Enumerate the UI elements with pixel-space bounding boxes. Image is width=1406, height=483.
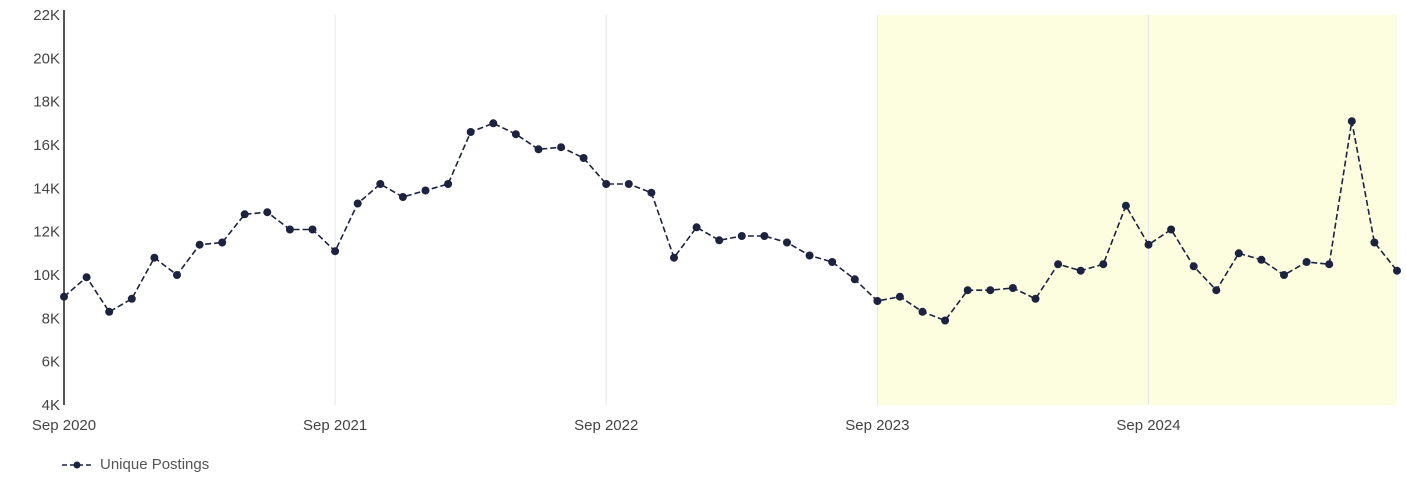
x-tick-label: Sep 2024	[1116, 417, 1180, 434]
y-tick-label: 20K	[33, 50, 60, 67]
data-point[interactable]	[421, 186, 430, 195]
data-point[interactable]	[376, 180, 385, 188]
data-point[interactable]	[1234, 249, 1243, 258]
data-point[interactable]	[534, 145, 543, 154]
y-tick-label: 22K	[33, 7, 60, 24]
data-point[interactable]	[466, 128, 475, 136]
y-tick-label: 16K	[33, 137, 60, 154]
data-point[interactable]	[285, 225, 294, 234]
y-tick-label: 6K	[42, 354, 60, 371]
data-point[interactable]	[173, 271, 181, 279]
data-point[interactable]	[1167, 225, 1176, 234]
legend-label: Unique Postings	[100, 456, 210, 473]
y-tick-label: 12K	[33, 224, 60, 241]
data-point[interactable]	[1280, 271, 1288, 279]
data-point[interactable]	[60, 292, 68, 301]
x-axis-ticks: Sep 2020 Sep 2021 Sep 2022 Sep 2023 Sep 2024	[32, 417, 1181, 434]
y-tick-label: 4K	[42, 397, 60, 414]
data-point[interactable]	[624, 180, 633, 188]
data-point[interactable]	[444, 180, 453, 188]
data-point[interactable]	[195, 240, 204, 249]
data-point[interactable]	[828, 258, 837, 266]
y-tick-label: 8K	[42, 310, 60, 327]
x-tick-label: Sep 2021	[303, 417, 367, 434]
data-point[interactable]	[737, 232, 746, 240]
y-tick-label: 18K	[33, 94, 60, 111]
legend-swatch-icon	[62, 461, 92, 468]
data-point[interactable]	[715, 236, 724, 245]
data-point[interactable]	[82, 273, 91, 282]
data-point[interactable]	[218, 238, 227, 247]
series-line-unique-postings	[63, 121, 1398, 322]
data-point[interactable]	[1144, 240, 1153, 249]
data-point[interactable]	[489, 119, 498, 128]
y-tick-label: 14K	[33, 180, 60, 197]
data-point[interactable]	[150, 253, 159, 262]
data-point[interactable]	[1393, 266, 1401, 275]
data-point[interactable]	[263, 208, 272, 217]
data-point[interactable]	[331, 247, 340, 256]
data-point[interactable]	[579, 154, 588, 162]
data-point[interactable]	[1076, 266, 1085, 275]
data-point[interactable]	[760, 232, 769, 240]
data-point[interactable]	[986, 286, 995, 295]
data-point[interactable]	[805, 251, 814, 260]
x-tick-label: Sep 2020	[32, 417, 96, 434]
data-point[interactable]	[105, 307, 114, 316]
data-point[interactable]	[670, 253, 678, 262]
data-point[interactable]	[918, 307, 927, 316]
data-point[interactable]	[1054, 260, 1063, 269]
data-point[interactable]	[1212, 286, 1221, 295]
data-point[interactable]	[308, 225, 317, 234]
data-point[interactable]	[1121, 201, 1130, 210]
data-point[interactable]	[1370, 238, 1379, 247]
data-point[interactable]	[647, 188, 656, 197]
data-point[interactable]	[1008, 284, 1017, 292]
data-point[interactable]	[1347, 117, 1356, 126]
data-point[interactable]	[692, 223, 701, 232]
data-point[interactable]	[1257, 255, 1266, 264]
legend: Unique Postings	[62, 456, 209, 473]
data-point[interactable]	[1099, 260, 1108, 269]
data-point[interactable]	[895, 292, 904, 301]
data-point[interactable]	[783, 238, 791, 247]
vertical-gridlines	[334, 15, 1149, 405]
data-point[interactable]	[557, 143, 566, 152]
x-tick-label: Sep 2022	[574, 417, 638, 434]
data-point[interactable]	[1325, 260, 1334, 269]
data-point[interactable]	[963, 286, 972, 295]
highlight-region	[877, 15, 1397, 405]
data-point[interactable]	[850, 275, 859, 284]
data-point[interactable]	[1302, 258, 1311, 266]
data-point[interactable]	[602, 180, 611, 188]
data-point[interactable]	[941, 316, 950, 325]
data-points	[60, 117, 1401, 325]
data-point[interactable]	[353, 199, 362, 208]
data-point[interactable]	[240, 210, 249, 219]
x-tick-label: Sep 2023	[845, 417, 909, 434]
y-axis-ticks: 4K 6K 8K 10K 12K 14K 16K 18K 20K 22K	[33, 7, 60, 414]
data-point[interactable]	[398, 193, 407, 201]
data-point[interactable]	[873, 297, 882, 305]
data-point[interactable]	[127, 294, 136, 303]
data-point[interactable]	[1189, 262, 1198, 271]
data-point[interactable]	[1031, 294, 1040, 303]
data-point[interactable]	[511, 130, 520, 139]
y-tick-label: 10K	[33, 267, 60, 284]
